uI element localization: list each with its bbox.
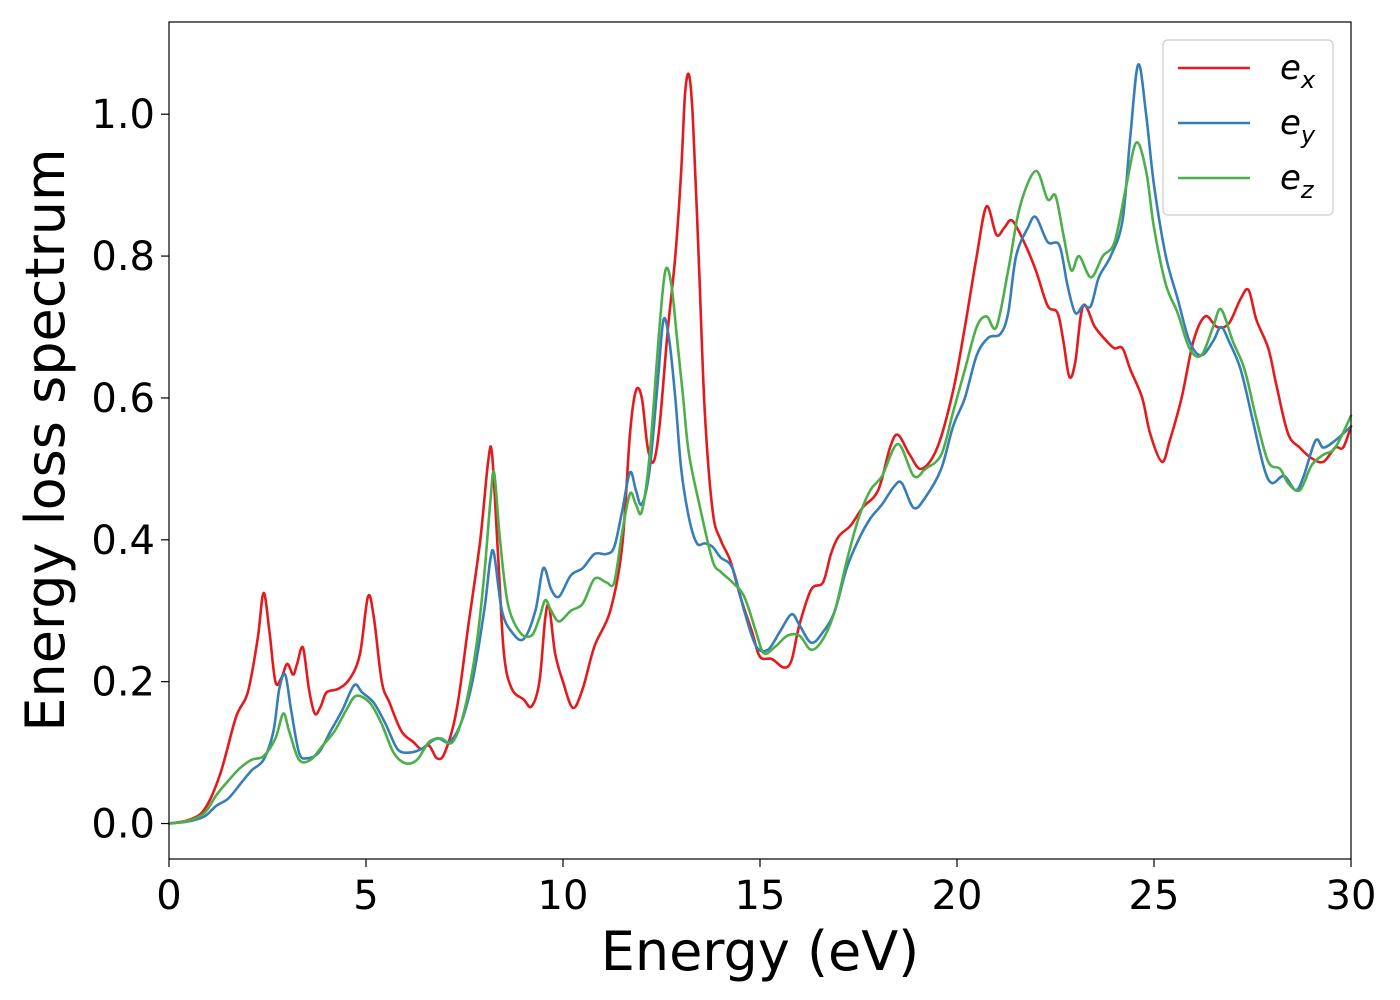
x-tick-label: 30	[1326, 873, 1377, 919]
x-axis-ticks: 0 5 10 15 20 25 30	[156, 859, 1376, 919]
y-tick-label: 0.8	[91, 234, 155, 280]
legend-box	[1162, 39, 1334, 216]
y-tick-label: 0.0	[91, 802, 155, 848]
x-tick-label: 0	[156, 873, 181, 919]
x-tick-label: 10	[538, 873, 589, 919]
y-tick-label: 0.4	[91, 518, 155, 564]
x-tick-label: 5	[353, 873, 378, 919]
x-axis-label: Energy (eV)	[601, 920, 920, 983]
series-line-ex	[167, 72, 1353, 825]
series-line-ez	[167, 141, 1353, 825]
y-tick-label: 0.2	[91, 660, 155, 706]
y-tick-label: 0.6	[91, 376, 155, 422]
y-tick-label: 1.0	[91, 92, 155, 138]
series-line-ey	[167, 63, 1353, 825]
y-axis-ticks: 0.0 0.2 0.4 0.6 0.8 1.0	[91, 92, 169, 848]
series-layer	[167, 63, 1353, 825]
x-tick-label: 15	[735, 873, 786, 919]
x-tick-label: 25	[1129, 873, 1180, 919]
x-tick-label: 20	[932, 873, 983, 919]
y-axis-label: Energy loss spectrum	[14, 148, 77, 731]
